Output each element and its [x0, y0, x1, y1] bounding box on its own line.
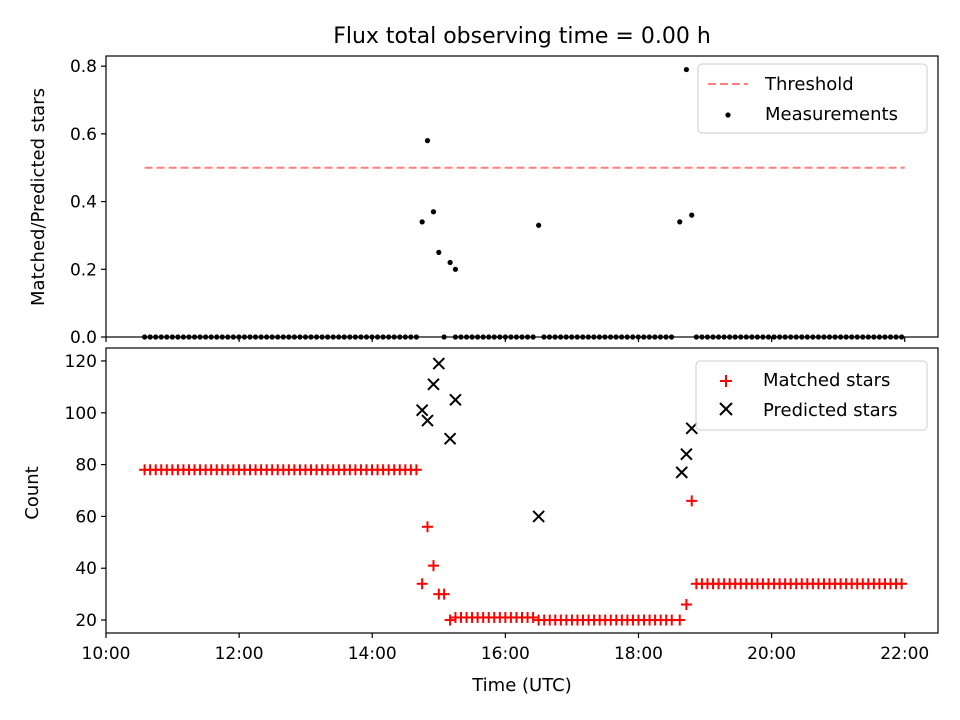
matched-stars-point: [686, 495, 698, 507]
matched-stars-point: [438, 588, 450, 600]
y-tick-label: 100: [65, 404, 97, 424]
measurement-point: [677, 219, 683, 225]
measurement-point: [430, 209, 437, 215]
predicted-stars-point: [432, 357, 446, 370]
y-tick-label: 0.0: [70, 328, 97, 348]
y-tick-label: 120: [65, 352, 97, 372]
bottom-legend: Matched stars Predicted stars: [695, 360, 928, 431]
bottom-plot: 20 40 60 80 100 120 10:00 12:00 14:00 16:00 18:00 2…: [22, 347, 939, 696]
predicted-stars-point: [680, 448, 693, 461]
measurement-point: [424, 138, 431, 144]
matched-stars-point: [410, 464, 422, 476]
y-tick-label: 40: [75, 559, 97, 579]
axes-frame: [105, 347, 939, 634]
bottom-plot-axes: 20 40 60 80 100 120 10:00 12:00 14:00 16:00 18:00 2…: [65, 347, 939, 664]
matched-stars-point: [680, 599, 692, 610]
x-tick-label: 16:00: [481, 644, 530, 664]
x-tick-label: 10:00: [82, 644, 131, 664]
predicted-stars-point: [427, 378, 440, 391]
predicted-stars-point: [443, 432, 457, 445]
measurement-point: [436, 249, 442, 255]
measurement-point: [419, 219, 425, 225]
measurement-point: [683, 66, 690, 73]
x-tick-label: 12:00: [215, 644, 264, 664]
top-legend: Threshold Measurements: [697, 63, 928, 134]
x-tick-label: 20:00: [747, 644, 796, 664]
y-tick-label: 0.4: [70, 193, 97, 213]
threshold-legend-label: Threshold: [764, 74, 854, 95]
measurement-point: [452, 266, 459, 272]
matched-stars-point: [444, 614, 456, 626]
top-y-axis-label: Matched/Predicted stars: [28, 88, 49, 306]
measurement-point: [447, 259, 453, 266]
bottom-legend-box: [695, 360, 928, 431]
matched-stars-legend-label: Matched stars: [763, 370, 890, 391]
predicted-stars-legend-label: Predicted stars: [763, 400, 897, 421]
y-tick-label: 80: [75, 456, 97, 476]
x-tick-label: 18:00: [614, 644, 663, 664]
predicted-stars-legend-swatch: [719, 402, 733, 416]
axes-frame: [105, 55, 939, 338]
bottom-y-axis-label: Count: [22, 466, 43, 519]
predicted-stars-point: [685, 422, 698, 435]
measurement-point: [536, 222, 542, 228]
predicted-stars-point: [532, 510, 545, 523]
y-tick-label: 0.8: [70, 57, 97, 77]
y-tick-label: 0.6: [70, 125, 97, 145]
matched-stars-point: [527, 611, 539, 623]
top-legend-box: [697, 63, 928, 134]
x-tick-label: 22:00: [880, 644, 929, 664]
measurements-legend-label: Measurements: [765, 104, 898, 125]
predicted-stars-point: [415, 403, 429, 417]
predicted-stars-point: [449, 393, 462, 407]
y-tick-label: 20: [75, 611, 97, 631]
measurements-legend-swatch: [725, 112, 731, 118]
y-tick-label: 60: [75, 507, 97, 527]
x-axis-label: Time (UTC): [471, 675, 572, 696]
bottom-plot-marks: [139, 357, 908, 626]
x-tick-label: 14:00: [348, 644, 397, 664]
predicted-stars-point: [421, 414, 434, 427]
predicted-stars-point: [675, 466, 688, 479]
matched-stars-point: [896, 578, 908, 590]
matched-stars-point: [416, 578, 428, 590]
measurement-point: [689, 212, 695, 218]
matched-stars-legend-swatch: [720, 375, 732, 387]
top-plot-axes: 0.0 0.2 0.4 0.6 0.8: [70, 55, 939, 348]
matched-stars-point: [674, 614, 686, 626]
y-tick-label: 0.2: [70, 260, 97, 280]
top-plot: 0.00.20.40.60.8 Matched/Predicted stars …: [28, 55, 939, 348]
chart-title: Flux total observing time = 0.00 h: [333, 24, 711, 49]
matched-stars-point: [421, 521, 433, 533]
matched-stars-point: [427, 560, 439, 572]
